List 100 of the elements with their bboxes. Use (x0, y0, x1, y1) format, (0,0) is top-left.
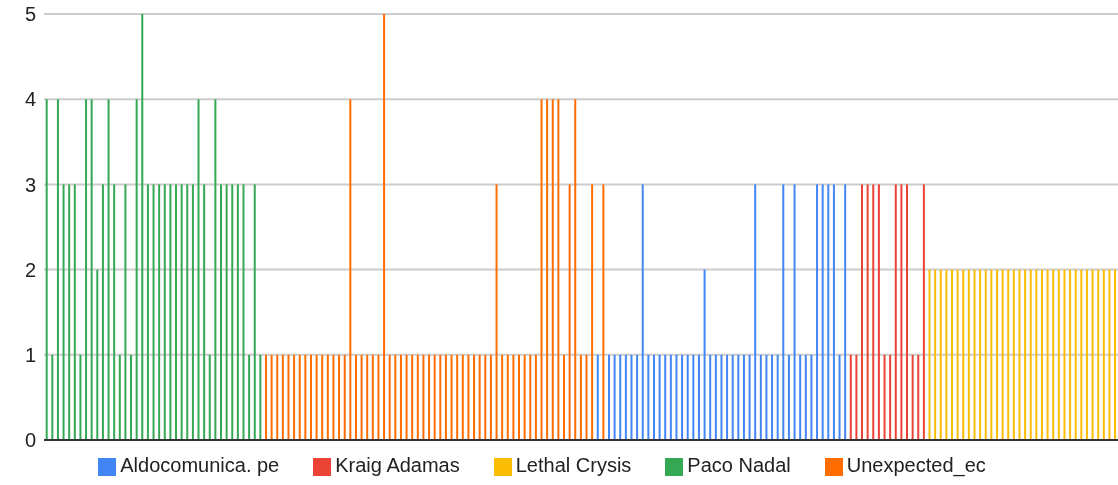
bar (180, 184, 183, 440)
bar (146, 184, 149, 440)
legend-label: Aldocomunica. pe (120, 454, 280, 476)
y-tick-label: 4 (24, 88, 36, 111)
bar (872, 184, 875, 440)
bar (304, 354, 307, 440)
bar (900, 184, 903, 440)
bar (816, 184, 819, 440)
bar (51, 354, 54, 440)
bar (1018, 269, 1021, 440)
bar (636, 354, 639, 440)
bar (394, 354, 397, 440)
bar (56, 99, 59, 440)
bar (658, 354, 661, 440)
bar (782, 184, 785, 440)
bar (568, 184, 571, 440)
bar (737, 354, 740, 440)
bar (107, 99, 110, 440)
bar (849, 354, 852, 440)
bar (73, 184, 76, 440)
bar (1035, 269, 1038, 440)
bar (647, 354, 650, 440)
bar (551, 99, 554, 440)
bar (607, 354, 610, 440)
bar (934, 269, 937, 440)
bar (546, 99, 549, 440)
bar (484, 354, 487, 440)
bar (208, 354, 211, 440)
bar (692, 354, 695, 440)
bar (967, 269, 970, 440)
y-tick-label: 0 (24, 429, 36, 452)
bar (197, 99, 200, 440)
bar (720, 354, 723, 440)
bar (203, 184, 206, 440)
bar (439, 354, 442, 440)
bar (832, 184, 835, 440)
bar (113, 184, 116, 440)
bar (534, 354, 537, 440)
bar (641, 184, 644, 440)
bar (962, 269, 965, 440)
bar (220, 184, 222, 440)
bar (248, 354, 251, 440)
bar (96, 269, 99, 440)
bar (309, 354, 312, 440)
bar (799, 354, 802, 440)
bar (523, 354, 526, 440)
bar (450, 354, 453, 440)
bar (79, 354, 82, 440)
bar (827, 184, 830, 440)
bar (776, 354, 779, 440)
bar (917, 354, 920, 440)
bar (686, 354, 689, 440)
bar (45, 99, 48, 440)
bar (518, 354, 521, 440)
bar (354, 354, 357, 440)
bar (709, 354, 712, 440)
bar (152, 184, 155, 440)
bar (298, 354, 301, 440)
legend-label: Paco Nadal (687, 454, 791, 476)
bar (630, 354, 633, 440)
bar (669, 354, 672, 440)
bar (928, 269, 931, 440)
bar (883, 354, 886, 440)
bar (1057, 269, 1060, 440)
bar (1069, 269, 1072, 440)
bar (169, 184, 172, 440)
bar (287, 354, 290, 440)
bar (821, 184, 824, 440)
bar (844, 184, 847, 440)
bar (995, 269, 998, 440)
bar (264, 354, 267, 440)
bar (253, 184, 256, 440)
bar (894, 184, 897, 440)
bar (697, 354, 700, 440)
bar (62, 184, 65, 440)
bar (326, 354, 329, 440)
bar (473, 354, 476, 440)
bar (787, 354, 790, 440)
bar (366, 354, 369, 440)
bar (456, 354, 459, 440)
bar (742, 354, 745, 440)
bar (911, 354, 914, 440)
bar (371, 354, 374, 440)
bar (984, 269, 987, 440)
bar (855, 354, 858, 440)
bar (838, 354, 841, 440)
bar (1080, 269, 1083, 440)
bar (703, 269, 706, 440)
y-tick-label: 1 (24, 343, 36, 366)
bar (489, 354, 492, 440)
bar (444, 354, 447, 440)
bar (332, 354, 335, 440)
bar (321, 354, 324, 440)
bar (574, 99, 577, 440)
bar (478, 354, 481, 440)
bar (861, 184, 864, 440)
bar (130, 354, 133, 440)
bar (1001, 269, 1004, 440)
bar (1074, 269, 1077, 440)
bar (804, 354, 807, 440)
